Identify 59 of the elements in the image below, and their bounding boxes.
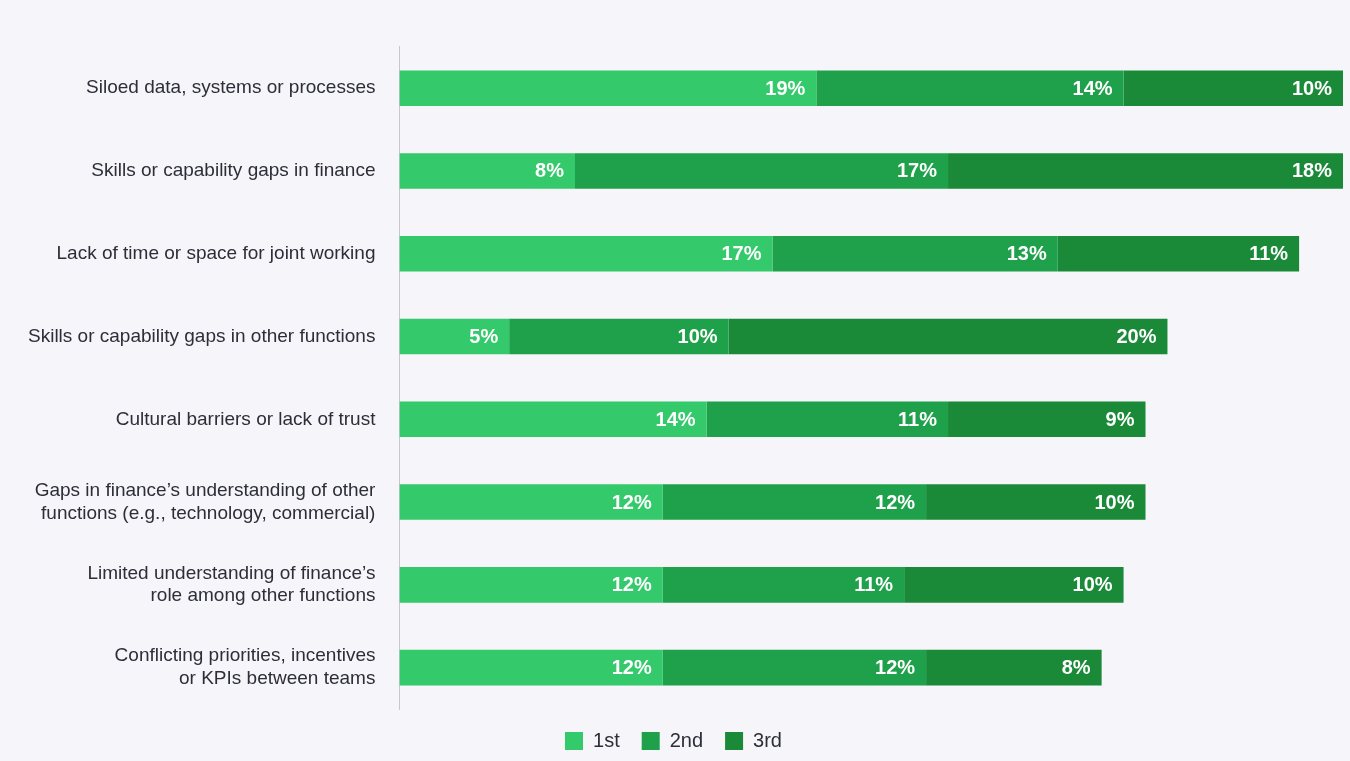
data-label: 18%: [1291, 159, 1333, 182]
data-label: 11%: [898, 407, 938, 430]
bar: [662, 484, 927, 520]
data-label: 13%: [1006, 242, 1047, 265]
bar: [399, 649, 663, 686]
bar: [399, 235, 773, 272]
data-label: 8%: [1061, 656, 1091, 679]
bar: [399, 567, 663, 603]
data-label: 11%: [1249, 242, 1289, 265]
bar: [399, 70, 817, 106]
bar: [575, 153, 949, 189]
data-label: 19%: [765, 76, 806, 99]
y-tick-label: Cultural barriers or lack of trust: [115, 407, 377, 429]
y-tick-label: Gaps in finance’s understanding of other functions (e.g., technology, commercial): [34, 478, 377, 523]
data-label: 10%: [1291, 76, 1333, 99]
bar: [926, 484, 1146, 520]
bar: [1057, 235, 1300, 272]
data-label: 12%: [875, 490, 916, 513]
data-label: 17%: [897, 159, 938, 182]
bar: [399, 484, 663, 520]
data-label: 10%: [1094, 490, 1135, 513]
bar: [399, 153, 575, 189]
bar: [662, 567, 905, 603]
data-label: 20%: [1116, 325, 1157, 348]
data-label: 8%: [535, 159, 565, 182]
bar: [399, 401, 707, 438]
bar: [948, 153, 1343, 189]
bar: [772, 235, 1058, 272]
data-label: 12%: [875, 656, 916, 679]
data-label: 12%: [611, 490, 652, 513]
data-label: 12%: [611, 573, 652, 596]
data-label: 14%: [655, 407, 696, 430]
data-label: 17%: [721, 242, 762, 265]
bar: [816, 70, 1124, 106]
bar: [706, 401, 949, 438]
bar: [399, 318, 510, 355]
y-tick-label: Limited understanding of finance’s role among other functions: [87, 561, 376, 606]
legend-label: 3rd: [753, 728, 782, 751]
bar: [904, 567, 1124, 603]
data-label: 12%: [611, 656, 652, 679]
y-tick-label: Skills or capability gaps in finance: [91, 159, 376, 181]
bar: [728, 318, 1168, 355]
data-label: 10%: [677, 325, 718, 348]
legend-label: 2nd: [669, 728, 704, 751]
bar: [948, 401, 1146, 438]
y-tick-label: Conflicting priorities, incentives or KPIs between teams: [114, 644, 376, 689]
data-label: 5%: [469, 325, 499, 348]
data-label: 10%: [1072, 573, 1113, 596]
bar: [662, 649, 927, 686]
bar: [1123, 70, 1343, 106]
y-tick-label: Siloed data, systems or processes: [86, 76, 376, 98]
data-label: 11%: [854, 573, 894, 596]
y-tick-label: Skills or capability gaps in other functions: [27, 324, 376, 346]
bar: [926, 649, 1102, 686]
y-tick-label: Lack of time or space for joint working: [56, 241, 376, 263]
bar: [509, 318, 729, 355]
data-label: 14%: [1072, 76, 1113, 99]
legend-label: 1st: [593, 728, 621, 751]
data-label: 9%: [1105, 407, 1135, 430]
